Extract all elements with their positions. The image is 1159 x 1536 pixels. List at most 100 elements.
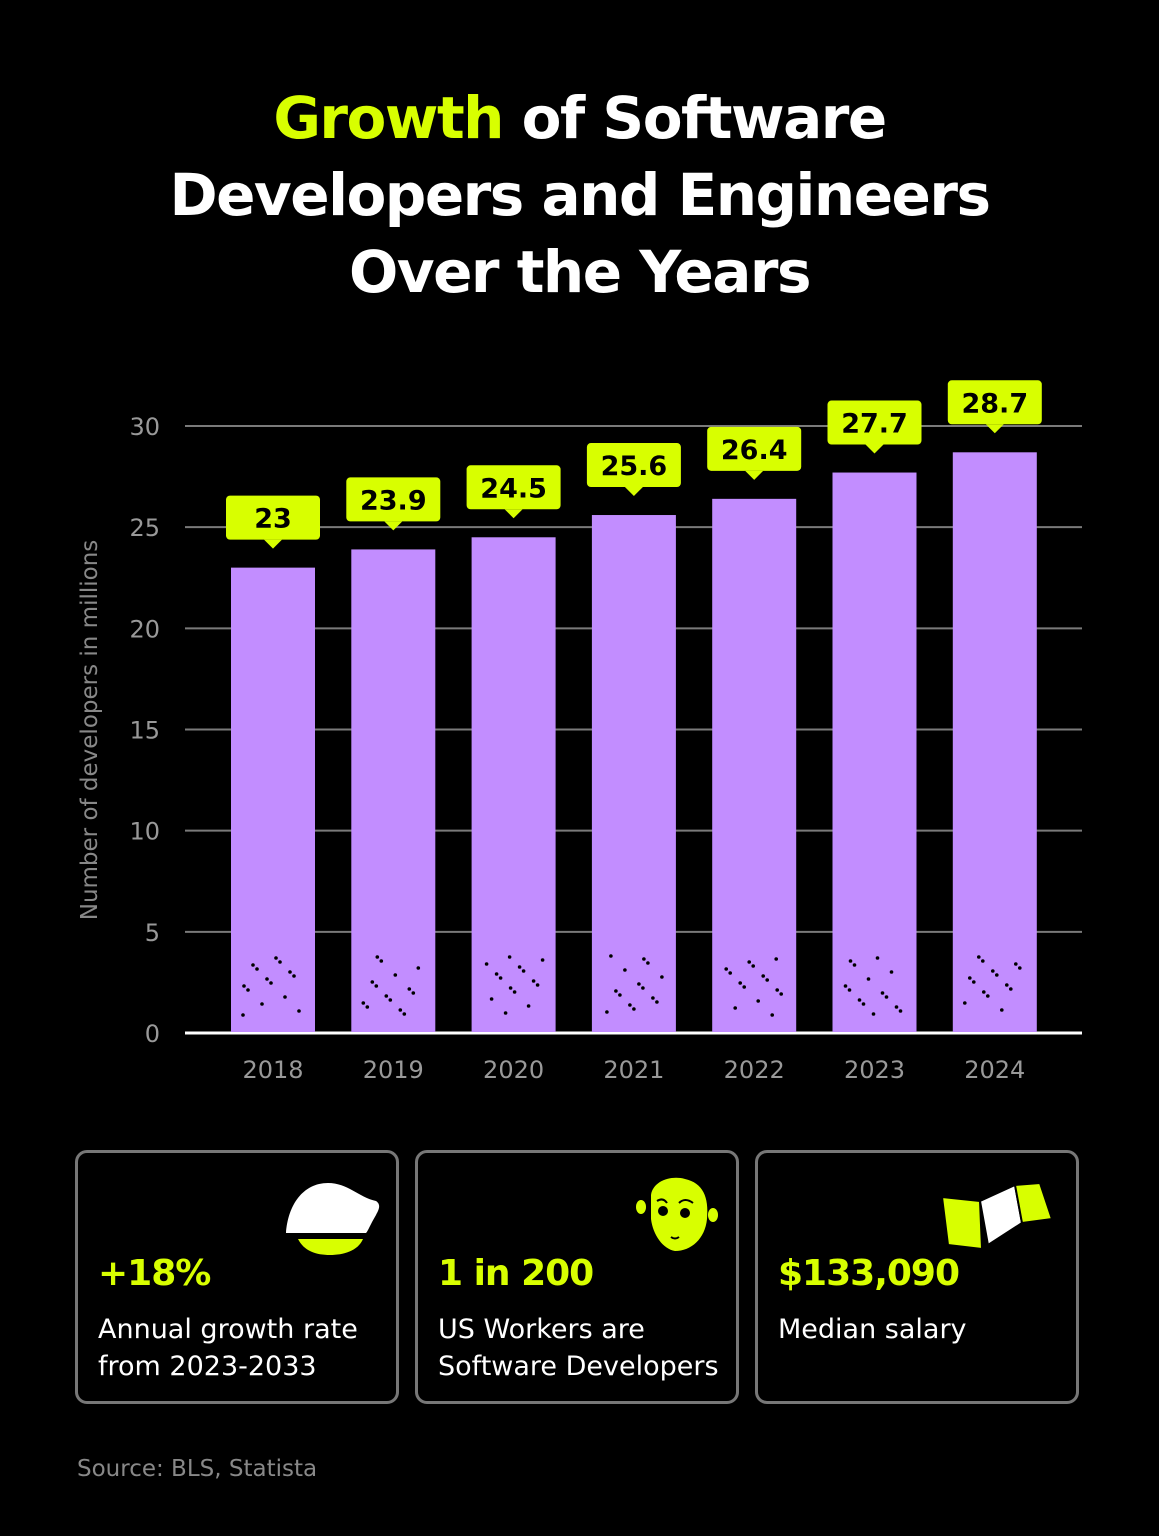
x-tick-label: 2023	[844, 1056, 905, 1084]
bar-texture-dot	[884, 995, 889, 999]
data-label: 23.9	[360, 485, 427, 516]
bar-texture-dot	[894, 1005, 899, 1009]
y-axis-label: Number of developers in millions	[77, 540, 103, 921]
lemon-icon	[286, 1183, 380, 1255]
bar-texture-dot	[756, 999, 760, 1003]
x-tick-label: 2021	[603, 1056, 664, 1084]
bar-texture-dot	[875, 956, 880, 960]
bar-texture-dot	[880, 991, 885, 995]
bar-texture-dot	[972, 980, 976, 984]
bar-texture-dot	[265, 977, 269, 981]
bar-texture-dot	[292, 974, 296, 978]
data-label: 23	[254, 504, 292, 535]
bar-texture-dot	[484, 962, 489, 966]
bar-texture-dot	[761, 974, 765, 978]
bar-texture-dot	[361, 1001, 366, 1005]
bar-texture-dot	[991, 969, 995, 973]
data-label-box	[466, 465, 561, 510]
bar-texture-dot	[393, 973, 398, 977]
x-tick-label: 2022	[724, 1056, 785, 1084]
bar-texture-dot	[751, 964, 755, 968]
y-tick-label: 20	[129, 615, 160, 643]
bar-texture-dot	[365, 1005, 370, 1009]
source-note: Source: BLS, Statista	[77, 1456, 318, 1482]
bar-texture-dot	[889, 970, 894, 974]
bar-texture-dot	[1014, 962, 1018, 966]
data-label: 26.4	[721, 435, 788, 466]
bar-texture-dot	[981, 959, 985, 963]
bar-texture-dot	[618, 993, 622, 997]
bar-texture-dot	[384, 994, 389, 998]
x-tick-label: 2018	[242, 1056, 303, 1084]
bar	[351, 549, 436, 1032]
bar	[832, 472, 917, 1033]
bar-texture-dot	[747, 960, 751, 964]
bar-texture-dot	[411, 991, 416, 995]
bar-texture-dot	[614, 989, 618, 993]
bar-texture-dot	[609, 954, 613, 958]
bar-texture-dot	[379, 959, 384, 963]
data-label: 24.5	[480, 473, 547, 504]
bar-texture-dot	[871, 1012, 876, 1016]
bar-texture-dot	[843, 984, 848, 988]
bar-texture-dot	[407, 987, 412, 991]
bar-texture-dot	[398, 1008, 403, 1012]
bar-texture-dot	[269, 981, 273, 985]
bar-texture-dot	[775, 988, 779, 992]
y-tick-label: 15	[129, 717, 160, 745]
data-label-box	[346, 477, 441, 522]
data-label-box	[947, 380, 1042, 425]
bar-texture-dot	[251, 963, 255, 967]
bar-texture-dot	[733, 1006, 737, 1010]
stat-description: Median salary	[778, 1314, 967, 1345]
bar	[471, 537, 556, 1032]
bar-texture-dot	[498, 976, 503, 980]
bar-texture-dot	[512, 990, 517, 994]
bar-texture-dot	[995, 973, 999, 977]
bar-texture-dot	[508, 986, 513, 990]
bar-texture-dot	[1009, 987, 1013, 991]
bar-texture-dot	[774, 957, 778, 961]
bar-texture-dot	[517, 965, 522, 969]
bar-texture-dot	[370, 980, 375, 984]
data-label-pointer	[384, 521, 403, 531]
data-label-pointer	[624, 487, 643, 497]
x-tick-label: 2020	[483, 1056, 544, 1084]
bar-texture-dot	[728, 971, 732, 975]
data-label-pointer	[865, 444, 884, 454]
bar-texture-dot	[503, 1011, 508, 1015]
bar	[231, 567, 315, 1032]
bar-texture-dot	[898, 1009, 903, 1013]
y-tick-label: 0	[145, 1020, 160, 1048]
bar-texture-dot	[641, 986, 645, 990]
data-label-box	[707, 426, 802, 471]
chart-title: Growth of Software Developers and Engine…	[0, 80, 1159, 311]
bar-texture-dot	[986, 994, 990, 998]
bar-texture-dot	[724, 967, 728, 971]
bar-texture-dot	[742, 985, 746, 989]
bar-texture-dot	[375, 955, 380, 959]
bar-texture-dot	[246, 988, 250, 992]
data-label-box	[827, 400, 922, 445]
stat-card-salary: $133,090 Median salary	[755, 1150, 1079, 1404]
bar-texture-dot	[374, 984, 379, 988]
bar	[712, 498, 797, 1033]
y-tick-label: 10	[129, 818, 160, 846]
stat-value: $133,090	[778, 1253, 960, 1294]
bar-texture-dot	[489, 997, 494, 1001]
data-label-pointer	[745, 470, 764, 480]
data-label-box	[586, 443, 681, 488]
developer-face-icon	[636, 1177, 718, 1251]
title-line1: of Software	[502, 84, 888, 152]
bar-texture-dot	[283, 995, 287, 999]
bar-texture-dot	[632, 1007, 636, 1011]
title-line2: Developers and Engineers	[169, 161, 991, 229]
bar-chart: 0 5 10 15 20 25 30 Number of developers in mill…	[77, 380, 1082, 1084]
bar-texture-dot	[852, 963, 857, 967]
bar-texture-dot	[623, 968, 627, 972]
data-label-pointer	[985, 424, 1004, 434]
bar-texture-dot	[968, 976, 972, 980]
money-stack-icon	[940, 1181, 1054, 1251]
bar-texture-dot	[738, 981, 742, 985]
bar	[591, 515, 676, 1032]
